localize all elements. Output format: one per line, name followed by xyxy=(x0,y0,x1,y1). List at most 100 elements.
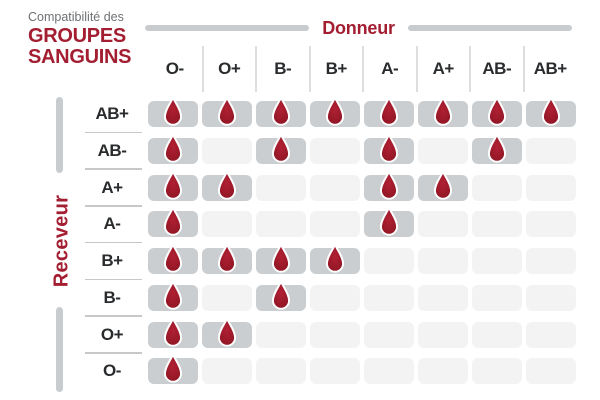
cell-receiver-A--donor-O- xyxy=(148,206,199,238)
cell-receiver-O+-donor-O+ xyxy=(201,317,253,348)
receiver-row-label-O-: O- xyxy=(103,361,121,381)
cell-receiver-AB--donor-A+ xyxy=(417,137,469,164)
receiver-row-label-B+: B+ xyxy=(84,248,142,280)
cell-receiver-B+-donor-O- xyxy=(148,243,199,274)
blood-drop-icon xyxy=(164,243,183,273)
cell-receiver-O+-donor-AB+ xyxy=(525,321,576,348)
blood-drop-icon xyxy=(379,206,398,236)
blood-drop-icon xyxy=(379,170,398,200)
title-line1: GROUPES xyxy=(28,25,126,47)
cell-receiver-O--donor-O+ xyxy=(201,358,253,385)
receiver-row-label-O+: O+ xyxy=(84,322,142,354)
cell-receiver-A+-donor-B- xyxy=(255,174,307,201)
cell-receiver-A--donor-A- xyxy=(363,206,415,238)
cell-receiver-O--donor-A+ xyxy=(417,358,469,385)
receiver-axis-label: Receveur xyxy=(50,194,73,288)
cell-receiver-AB+-donor-O+ xyxy=(201,96,253,127)
cell-receiver-B--donor-B- xyxy=(255,280,307,311)
blood-drop-icon xyxy=(218,243,237,273)
blood-drop-icon xyxy=(218,170,237,200)
donor-axis-line-right xyxy=(407,25,573,31)
cell-receiver-AB--donor-B- xyxy=(255,133,307,164)
cell-receiver-B+-donor-A- xyxy=(363,248,415,274)
cell-receiver-A--donor-A+ xyxy=(417,211,469,238)
blood-drop-icon xyxy=(272,96,291,126)
blood-drop-icon xyxy=(218,317,237,347)
cell-receiver-B--donor-O+ xyxy=(201,284,253,311)
cell-receiver-B+-donor-AB- xyxy=(471,248,523,274)
cell-receiver-B+-donor-B- xyxy=(255,243,307,274)
cell-receiver-AB+-donor-AB+ xyxy=(525,96,576,127)
donor-axis-line-left xyxy=(145,25,310,31)
receiver-row-label-AB-: AB- xyxy=(84,138,142,170)
cell-receiver-AB--donor-O- xyxy=(148,133,199,164)
cell-receiver-O--donor-A- xyxy=(363,358,415,385)
blood-drop-icon xyxy=(164,280,183,310)
chart-title-block: Compatibilité des GROUPES SANGUINS xyxy=(28,10,131,68)
cell-receiver-A+-donor-AB+ xyxy=(525,174,576,201)
blood-drop-icon xyxy=(164,133,183,163)
donor-col-header-B+: B+ xyxy=(308,46,363,92)
receiver-row-labels: AB+ AB- A+ A- B+ B- O+ O- xyxy=(84,101,142,384)
cell-receiver-O--donor-AB- xyxy=(471,358,523,385)
cell-receiver-AB+-donor-O- xyxy=(148,96,199,127)
cell-receiver-A+-donor-A+ xyxy=(417,170,469,201)
cell-receiver-A+-donor-O+ xyxy=(201,170,253,201)
cell-receiver-O+-donor-AB- xyxy=(471,321,523,348)
donor-column-headers: O- O+ B- B+ A- A+ AB- AB+ xyxy=(148,46,576,92)
cell-receiver-O--donor-O- xyxy=(148,353,199,385)
donor-col-header-B-: B- xyxy=(255,46,309,92)
cell-receiver-B+-donor-A+ xyxy=(417,248,469,274)
cell-receiver-AB--donor-O+ xyxy=(201,137,253,164)
cell-receiver-A--donor-AB- xyxy=(471,211,523,238)
cell-receiver-O+-donor-O- xyxy=(148,317,199,348)
blood-drop-icon xyxy=(164,96,183,126)
receiver-row-label-A+: A+ xyxy=(84,175,142,207)
blood-drop-icon xyxy=(164,353,183,383)
receiver-row-label-B-: B- xyxy=(84,285,142,317)
donor-col-header-AB+: AB+ xyxy=(522,46,577,92)
receiver-axis-line-bottom xyxy=(56,307,63,392)
cell-receiver-B--donor-O- xyxy=(148,280,199,311)
blood-drop-icon xyxy=(272,133,291,163)
cell-receiver-B+-donor-B+ xyxy=(309,243,361,274)
blood-drop-icon xyxy=(433,96,452,126)
cell-receiver-A--donor-B+ xyxy=(309,211,361,238)
blood-drop-icon xyxy=(164,206,183,236)
cell-receiver-O+-donor-B+ xyxy=(309,321,361,348)
cell-receiver-A+-donor-AB- xyxy=(471,174,523,201)
cell-receiver-O--donor-B- xyxy=(255,358,307,385)
donor-axis-label: Donneur xyxy=(322,17,395,38)
cell-receiver-A+-donor-A- xyxy=(363,170,415,201)
donor-col-header-O-: O- xyxy=(165,59,184,78)
blood-drop-icon xyxy=(487,96,506,126)
cell-receiver-B--donor-B+ xyxy=(309,284,361,311)
receiver-axis-line-top xyxy=(56,97,63,173)
cell-receiver-O+-donor-B- xyxy=(255,321,307,348)
blood-drop-icon xyxy=(164,317,183,347)
cell-receiver-A--donor-O+ xyxy=(201,211,253,238)
donor-col-header-A+: A+ xyxy=(415,46,470,92)
receiver-row-label-A-: A- xyxy=(84,211,142,244)
cell-receiver-O+-donor-A- xyxy=(363,321,415,348)
donor-col-header-A-: A- xyxy=(362,46,416,92)
cell-receiver-B+-donor-AB+ xyxy=(525,248,576,274)
donor-col-header-O+: O+ xyxy=(201,46,256,92)
cell-receiver-B+-donor-O+ xyxy=(201,243,253,274)
cell-receiver-AB--donor-AB- xyxy=(471,133,523,164)
blood-drop-icon xyxy=(164,170,183,200)
cell-receiver-AB--donor-B+ xyxy=(309,137,361,164)
cell-receiver-A--donor-B- xyxy=(255,211,307,238)
cell-receiver-AB--donor-A- xyxy=(363,133,415,164)
compatibility-matrix xyxy=(148,96,576,385)
blood-drop-icon xyxy=(379,96,398,126)
cell-receiver-AB+-donor-AB- xyxy=(471,96,523,127)
cell-receiver-O+-donor-A+ xyxy=(417,321,469,348)
cell-receiver-AB+-donor-B- xyxy=(255,96,307,127)
cell-receiver-AB--donor-AB+ xyxy=(525,137,576,164)
blood-drop-icon xyxy=(326,243,345,273)
blood-drop-icon xyxy=(433,170,452,200)
donor-col-header-AB-: AB- xyxy=(469,46,523,92)
title-eyebrow: Compatibilité des xyxy=(28,10,124,24)
cell-receiver-A+-donor-B+ xyxy=(309,174,361,201)
